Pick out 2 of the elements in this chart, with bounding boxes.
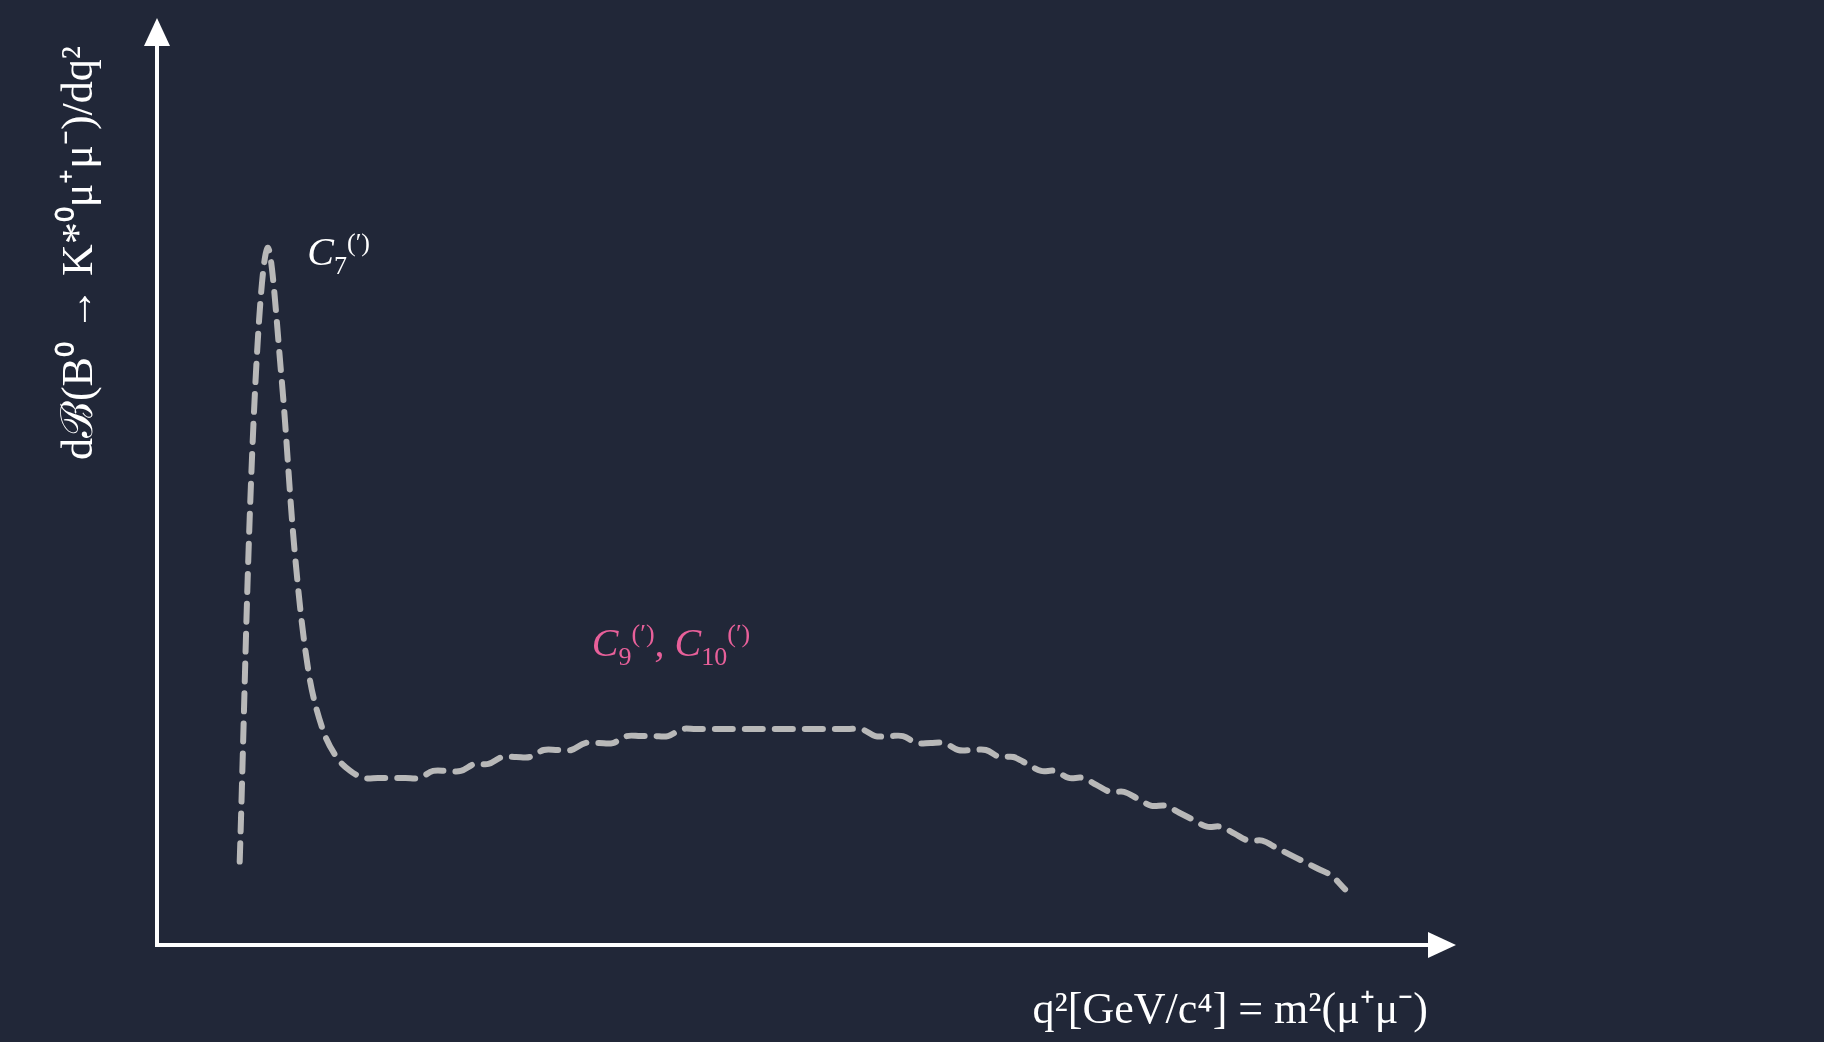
y-axis-title: dℬ(B⁰ → K*⁰μ⁺μ⁻)/dq² xyxy=(52,46,102,461)
x-axis-title: q²[GeV/c⁴] = m²(μ⁺μ⁻) xyxy=(1032,984,1428,1034)
